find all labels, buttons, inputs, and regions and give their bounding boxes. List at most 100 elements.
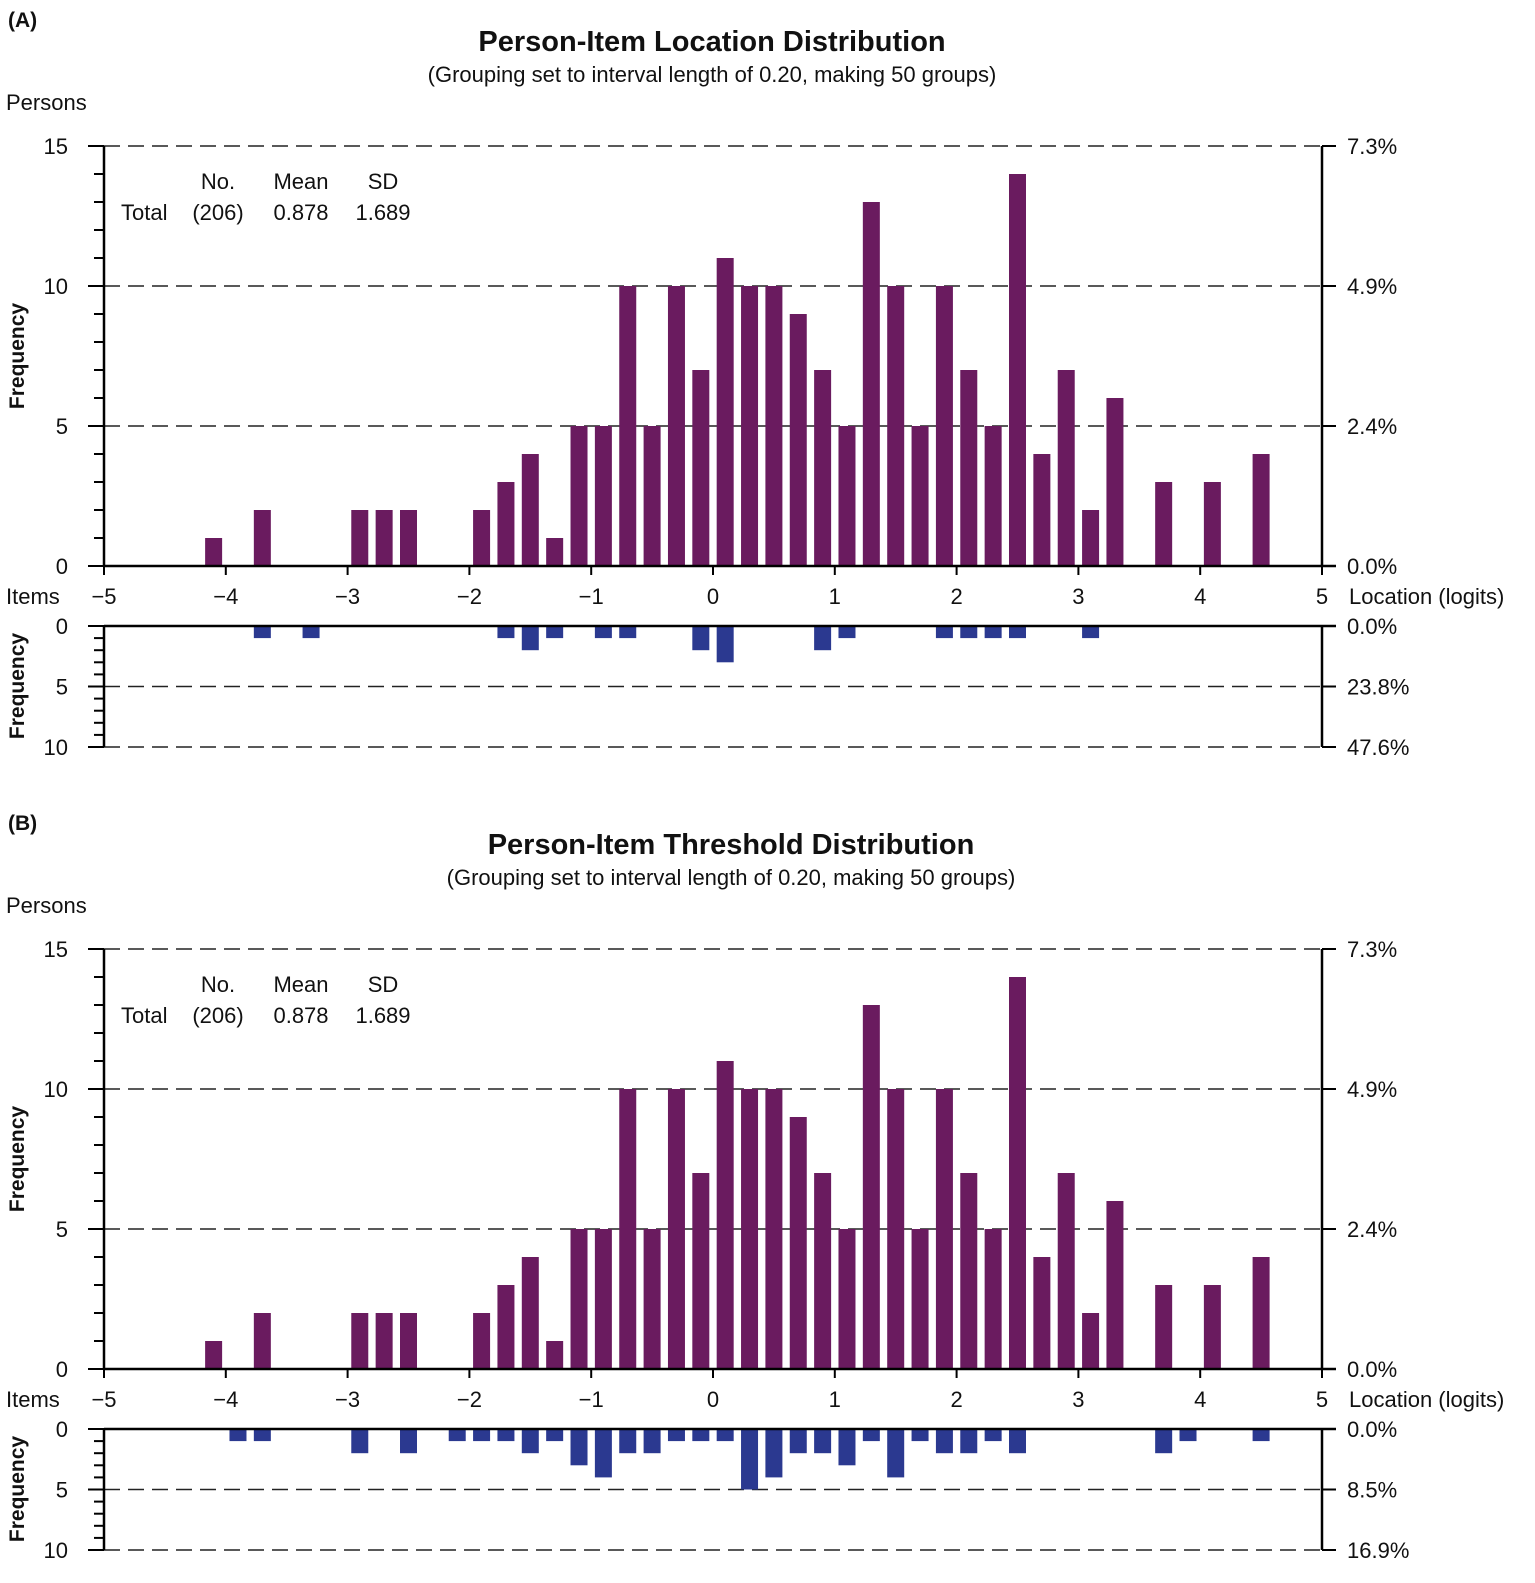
x-tick-label: −3: [335, 584, 360, 609]
person-bar: [400, 1313, 417, 1369]
x-axis-label: Location (logits): [1349, 1387, 1504, 1412]
person-bar: [253, 510, 271, 566]
items-pct-label: 23.8%: [1347, 675, 1409, 700]
persons-y-axis-label: Frequency: [6, 303, 29, 410]
person-bar: [521, 454, 539, 566]
stats-row-label: Total: [121, 200, 167, 225]
person-bar: [862, 202, 880, 566]
person-bar: [1203, 1285, 1221, 1369]
person-bar: [473, 1313, 491, 1369]
persons-label: Persons: [6, 893, 87, 918]
person-bar: [716, 1061, 734, 1369]
chart-subtitle: (Grouping set to interval length of 0.20…: [447, 865, 1016, 890]
person-bar: [351, 510, 369, 566]
stats-mean: 0.878: [273, 200, 328, 225]
stats-total-no: (206): [192, 1003, 243, 1028]
persons-pct-label: 4.9%: [1347, 274, 1397, 299]
person-bar: [765, 286, 783, 566]
chart-title: Person-Item Threshold Distribution: [488, 829, 975, 861]
stats-sd: 1.689: [355, 1003, 410, 1028]
person-bar: [789, 1117, 807, 1369]
persons-pct-label: 7.3%: [1347, 134, 1397, 159]
person-bar: [546, 1341, 564, 1369]
chart-title: Person-Item Location Distribution: [478, 26, 945, 58]
person-bar: [741, 286, 759, 566]
item-bar: [229, 1429, 247, 1442]
stats-header-mean: Mean: [273, 169, 328, 194]
person-bar: [765, 1089, 783, 1369]
item-bar: [692, 626, 710, 651]
person-bar: [375, 510, 393, 566]
person-bar: [570, 426, 588, 566]
items-pct-label: 0.0%: [1347, 614, 1397, 639]
x-tick-label: 3: [1072, 584, 1084, 609]
person-bar: [1203, 482, 1221, 566]
stats-box: No. Mean SD Total (206) 0.878 1.689: [121, 972, 411, 1028]
stats-sd: 1.689: [355, 200, 410, 225]
stats-mean: 0.878: [273, 1003, 328, 1028]
person-bar: [1252, 454, 1270, 566]
person-bar: [741, 1089, 759, 1369]
persons-y-tick-label: 15: [44, 134, 68, 159]
person-bar: [521, 1257, 539, 1369]
persons-y-tick-label: 0: [56, 1357, 68, 1382]
x-tick-label: 1: [829, 584, 841, 609]
item-bar: [838, 626, 856, 639]
person-bar: [814, 1173, 832, 1369]
x-tick-label: 2: [950, 584, 962, 609]
person-bar: [692, 370, 710, 566]
item-bar: [473, 1429, 491, 1442]
item-bar: [765, 1429, 783, 1478]
person-bar: [716, 258, 734, 566]
stats-header-no: No.: [201, 972, 235, 997]
person-bar: [814, 370, 832, 566]
x-tick-label: 0: [707, 1387, 719, 1412]
items-pct-label: 8.5%: [1347, 1478, 1397, 1503]
person-bar: [911, 426, 929, 566]
x-tick-label: 2: [950, 1387, 962, 1412]
stats-header-sd: SD: [368, 972, 399, 997]
persons-pct-label: 4.9%: [1347, 1077, 1397, 1102]
item-bar: [546, 1429, 564, 1442]
persons-y-tick-label: 10: [44, 1077, 68, 1102]
person-bar: [570, 1229, 588, 1369]
person-bar: [546, 538, 564, 566]
item-bar: [497, 1429, 515, 1442]
item-bar: [911, 1429, 929, 1442]
item-bar: [497, 626, 515, 639]
items-pct-label: 47.6%: [1347, 735, 1409, 760]
item-bar: [521, 1429, 539, 1454]
person-bar: [1033, 1257, 1051, 1369]
chart-marks: −5 −4 −3 −2 −1 0 1 2 3 4 5 0 5 10 15 0.0% 2.4% 4.9% 7.3% 0 5…: [44, 134, 1410, 760]
x-tick-label: 0: [707, 584, 719, 609]
panel-b: (B) Person-Item Threshold Distribution (…: [6, 812, 1504, 1563]
persons-pct-label: 7.3%: [1347, 937, 1397, 962]
person-bar: [838, 1229, 856, 1369]
items-y-tick-label: 5: [56, 675, 68, 700]
person-bar: [1082, 1313, 1100, 1369]
stats-header-mean: Mean: [273, 972, 328, 997]
person-bar: [862, 1005, 880, 1369]
item-bar: [351, 1429, 369, 1454]
item-bar: [887, 1429, 905, 1478]
x-tick-label: 4: [1194, 1387, 1206, 1412]
persons-y-tick-label: 15: [44, 937, 68, 962]
persons-pct-label: 2.4%: [1347, 414, 1397, 439]
person-bar: [643, 426, 661, 566]
items-pct-label: 0.0%: [1347, 1417, 1397, 1442]
item-bar: [448, 1429, 466, 1442]
persons-y-tick-label: 0: [56, 554, 68, 579]
item-bar: [1155, 1429, 1173, 1454]
item-bar: [984, 626, 1002, 639]
x-tick-label: −2: [457, 584, 482, 609]
item-bar: [546, 626, 564, 639]
person-bar: [887, 1089, 905, 1369]
item-bar: [667, 1429, 685, 1442]
item-bar: [789, 1429, 807, 1454]
person-bar: [205, 1341, 223, 1369]
person-bar: [1009, 977, 1026, 1369]
person-bar: [473, 510, 491, 566]
x-tick-label: 5: [1316, 584, 1328, 609]
item-bar: [814, 1429, 832, 1454]
